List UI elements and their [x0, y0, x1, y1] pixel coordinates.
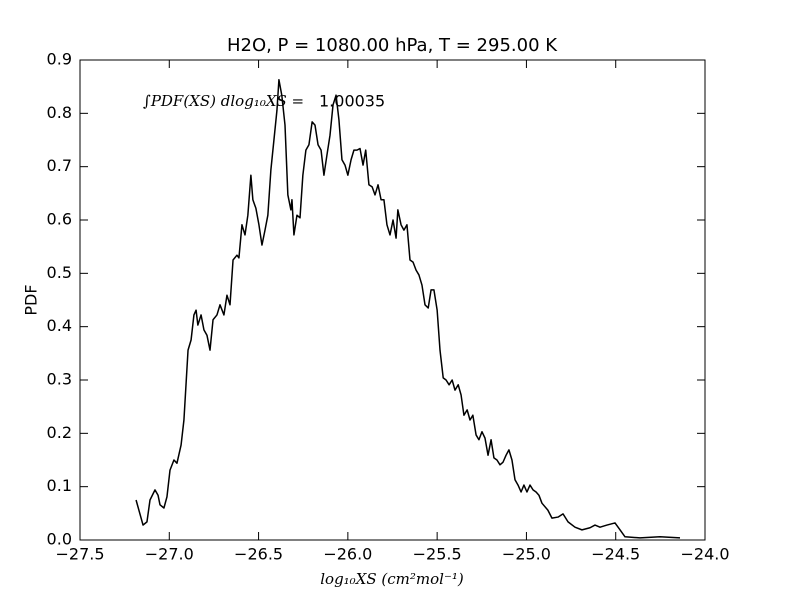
y-tick-label: 0.4	[47, 316, 72, 335]
x-tick-label: −27.5	[55, 545, 104, 564]
x-tick-label: −24.0	[680, 545, 729, 564]
y-tick-label: 0.1	[47, 476, 72, 495]
x-tick-label: −26.5	[234, 545, 283, 564]
y-tick-label: 0.8	[47, 103, 72, 122]
x-tick-label: −25.5	[413, 545, 462, 564]
x-tick-label: −25.0	[502, 545, 551, 564]
y-tick-label: 0.0	[47, 530, 72, 549]
plot-frame	[79, 59, 706, 541]
y-tick-label: 0.5	[47, 263, 72, 282]
y-tick-label: 0.9	[47, 50, 72, 69]
chart-title: H2O, P = 1080.00 hPa, T = 295.00 K	[227, 35, 558, 56]
y-tick-label: 0.7	[47, 156, 72, 175]
x-tick-label: −24.5	[591, 545, 640, 564]
x-tick-label: −26.0	[323, 545, 372, 564]
y-tick-label: 0.6	[47, 210, 72, 229]
y-tick-label: 0.2	[47, 423, 72, 442]
x-tick-label: −27.0	[145, 545, 194, 564]
x-axis-label: log₁₀XS (cm²mol⁻¹)	[320, 570, 464, 588]
y-tick-label: 0.3	[47, 370, 72, 389]
data-line	[135, 78, 681, 539]
annotation-expression: ∫PDF(XS) dlog₁₀XS =	[143, 92, 304, 110]
annotation-value: 1.00035	[319, 92, 385, 111]
y-axis-label: PDF	[22, 284, 41, 315]
